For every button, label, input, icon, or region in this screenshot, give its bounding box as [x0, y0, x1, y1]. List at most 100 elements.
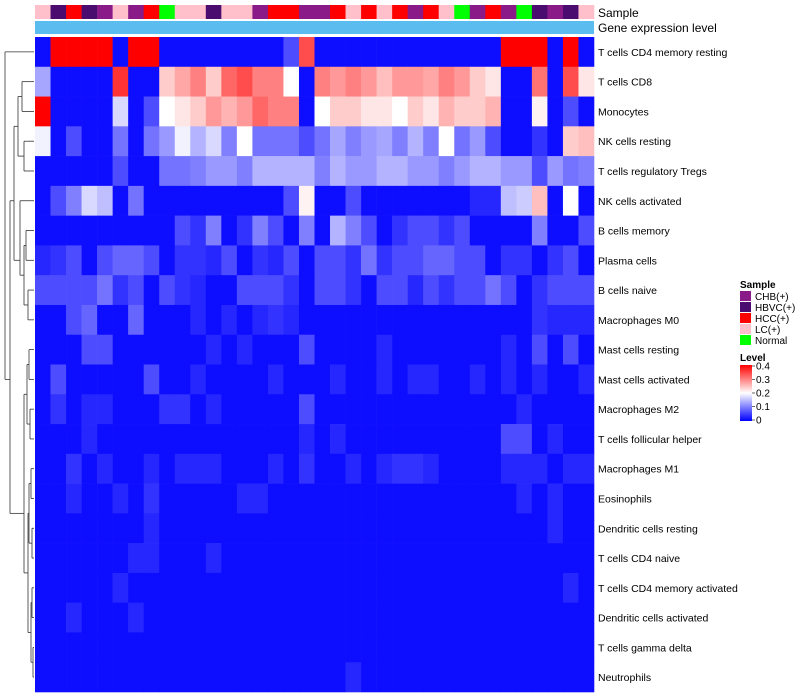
heatmap-cell	[516, 156, 533, 187]
heatmap-cell	[454, 513, 471, 544]
heatmap-cell	[469, 304, 486, 336]
heatmap-cell	[66, 424, 82, 455]
heatmap-cell	[283, 632, 300, 663]
heatmap-cell	[516, 275, 533, 306]
sample-annotation-cell	[345, 5, 362, 19]
heatmap-cell	[128, 424, 144, 455]
heatmap-cell	[407, 513, 424, 544]
heatmap-cell	[500, 185, 517, 216]
heatmap-cell	[190, 245, 207, 276]
sample-legend-swatch	[740, 324, 751, 334]
heatmap-cell	[298, 424, 315, 455]
heatmap-cell	[469, 66, 486, 97]
heatmap-cell	[547, 424, 564, 455]
heatmap-cell	[392, 334, 408, 365]
heatmap-cell	[298, 632, 315, 663]
heatmap-cell	[174, 572, 191, 603]
heatmap-cell	[267, 96, 284, 127]
row-label: B cells naive	[598, 285, 657, 297]
heatmap-cell	[283, 513, 300, 544]
heatmap-cell	[330, 304, 346, 336]
heatmap-cell	[423, 662, 440, 693]
heatmap-cell	[50, 185, 67, 216]
heatmap-cell	[112, 66, 129, 97]
heatmap-cell	[516, 453, 533, 484]
heatmap-cell	[50, 245, 67, 276]
heatmap-cell	[205, 156, 222, 187]
heatmap-cell	[376, 394, 393, 425]
heatmap-cell	[35, 424, 51, 455]
heatmap-cell	[252, 96, 269, 127]
sample-annotation-cell	[330, 5, 346, 19]
heatmap-cell	[562, 126, 579, 157]
expression-annotation-bar	[35, 21, 594, 34]
heatmap-cell	[454, 156, 471, 187]
heatmap-cell	[174, 37, 191, 68]
heatmap-cell	[516, 602, 533, 633]
heatmap-cell	[205, 275, 222, 306]
heatmap-cell	[500, 334, 517, 365]
sample-legend-title: Sample	[740, 280, 776, 291]
heatmap-cell	[516, 424, 533, 455]
heatmap-cell	[298, 66, 315, 97]
heatmap-cell	[81, 156, 98, 187]
heatmap-cell	[66, 275, 82, 306]
heatmap-cell	[314, 662, 331, 693]
heatmap-cell	[174, 215, 191, 246]
heatmap-cell	[500, 602, 517, 633]
heatmap-cell	[516, 394, 533, 425]
heatmap-cell	[361, 275, 377, 306]
heatmap-cell	[469, 483, 486, 514]
heatmap-cell	[485, 126, 502, 157]
heatmap-cell	[423, 543, 440, 574]
heatmap-cell	[252, 602, 269, 633]
heatmap-cell	[112, 156, 129, 187]
heatmap-cell	[112, 245, 129, 276]
heatmap-cell	[298, 304, 315, 336]
sample-annotation-cell	[205, 5, 222, 19]
heatmap-cell	[392, 572, 408, 603]
heatmap-cell	[267, 632, 284, 663]
heatmap-cell	[159, 275, 176, 306]
heatmap-cell	[454, 185, 471, 216]
heatmap-cell	[547, 245, 564, 276]
heatmap-cell	[236, 37, 253, 68]
sample-annotation-cell	[66, 5, 82, 19]
heatmap-cell	[50, 96, 67, 127]
heatmap-cell	[252, 66, 269, 97]
heatmap-cell	[283, 156, 300, 187]
heatmap-cell	[35, 66, 51, 97]
sample-annotation-cell	[97, 5, 113, 19]
heatmap-cell	[35, 543, 51, 574]
heatmap-cell	[112, 37, 129, 68]
sample-legend-swatch	[740, 302, 751, 312]
heatmap-cell	[423, 394, 440, 425]
heatmap-cell	[423, 96, 440, 127]
heatmap-cell	[345, 543, 362, 574]
heatmap-cell	[500, 156, 517, 187]
heatmap-cell	[438, 185, 455, 216]
heatmap-cell	[469, 245, 486, 276]
heatmap-cell	[298, 572, 315, 603]
heatmap-cell	[500, 364, 517, 395]
heatmap-cell	[174, 185, 191, 216]
heatmap-cell	[205, 185, 222, 216]
heatmap-cell	[314, 632, 331, 663]
heatmap-cell	[174, 424, 191, 455]
heatmap-cell	[547, 513, 564, 544]
heatmap-cell	[190, 364, 207, 395]
heatmap-cell	[531, 275, 548, 306]
sample-annotation-bar	[35, 5, 595, 19]
heatmap-cell	[562, 513, 579, 544]
heatmap-cell	[485, 96, 502, 127]
heatmap-cell	[221, 185, 238, 216]
heatmap-cell	[376, 543, 393, 574]
heatmap-cell	[562, 37, 579, 68]
heatmap-cell	[407, 126, 424, 157]
heatmap-cell	[469, 602, 486, 633]
heatmap-cell	[500, 304, 517, 336]
heatmap-cell	[128, 304, 144, 336]
heatmap-cell	[143, 572, 160, 603]
heatmap-cell	[438, 424, 455, 455]
heatmap-cell	[330, 126, 346, 157]
